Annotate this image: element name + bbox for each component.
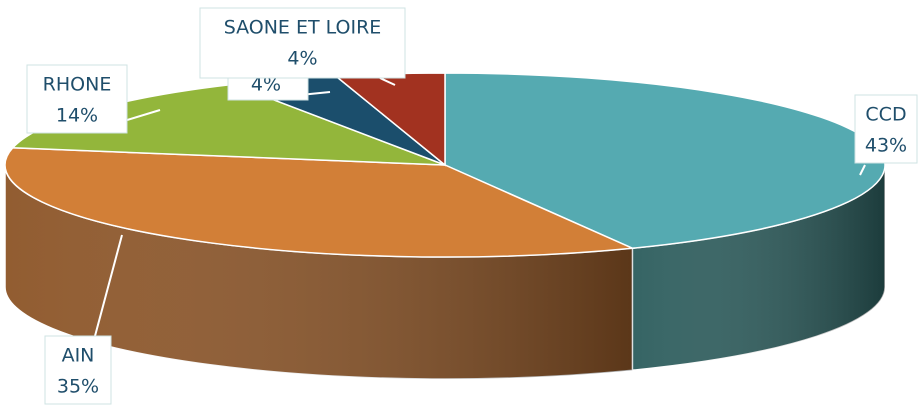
value-label: 4%	[287, 48, 317, 70]
slice	[4, 146, 636, 258]
value-label: 14%	[56, 105, 98, 127]
slice-side-shade	[5, 165, 633, 379]
label-box	[44, 335, 112, 405]
category-label: CCD	[865, 104, 906, 126]
leader-line	[859, 164, 866, 176]
label-box	[26, 64, 128, 134]
value-label: 4%	[251, 74, 281, 96]
value-label: 35%	[57, 376, 99, 398]
category-label: SAONE ET LOIRE	[224, 17, 382, 39]
category-label: AIN	[62, 345, 95, 367]
leader-line	[379, 77, 396, 86]
label-box	[854, 94, 918, 164]
value-label: 43%	[865, 135, 907, 157]
leader-line	[94, 234, 123, 337]
category-label: RHONE	[43, 74, 112, 96]
label-box	[199, 7, 406, 79]
slice-side-shade	[632, 165, 885, 371]
leader-line	[126, 109, 161, 121]
